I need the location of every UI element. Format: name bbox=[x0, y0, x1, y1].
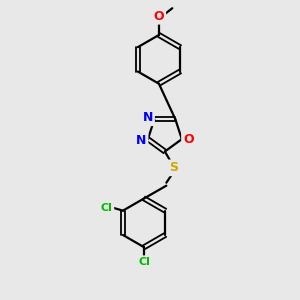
Text: N: N bbox=[143, 111, 153, 124]
Text: Cl: Cl bbox=[138, 257, 150, 267]
Text: Cl: Cl bbox=[101, 203, 112, 213]
Text: O: O bbox=[183, 133, 194, 146]
Text: S: S bbox=[169, 161, 178, 174]
Text: N: N bbox=[136, 134, 146, 147]
Text: O: O bbox=[154, 10, 164, 23]
